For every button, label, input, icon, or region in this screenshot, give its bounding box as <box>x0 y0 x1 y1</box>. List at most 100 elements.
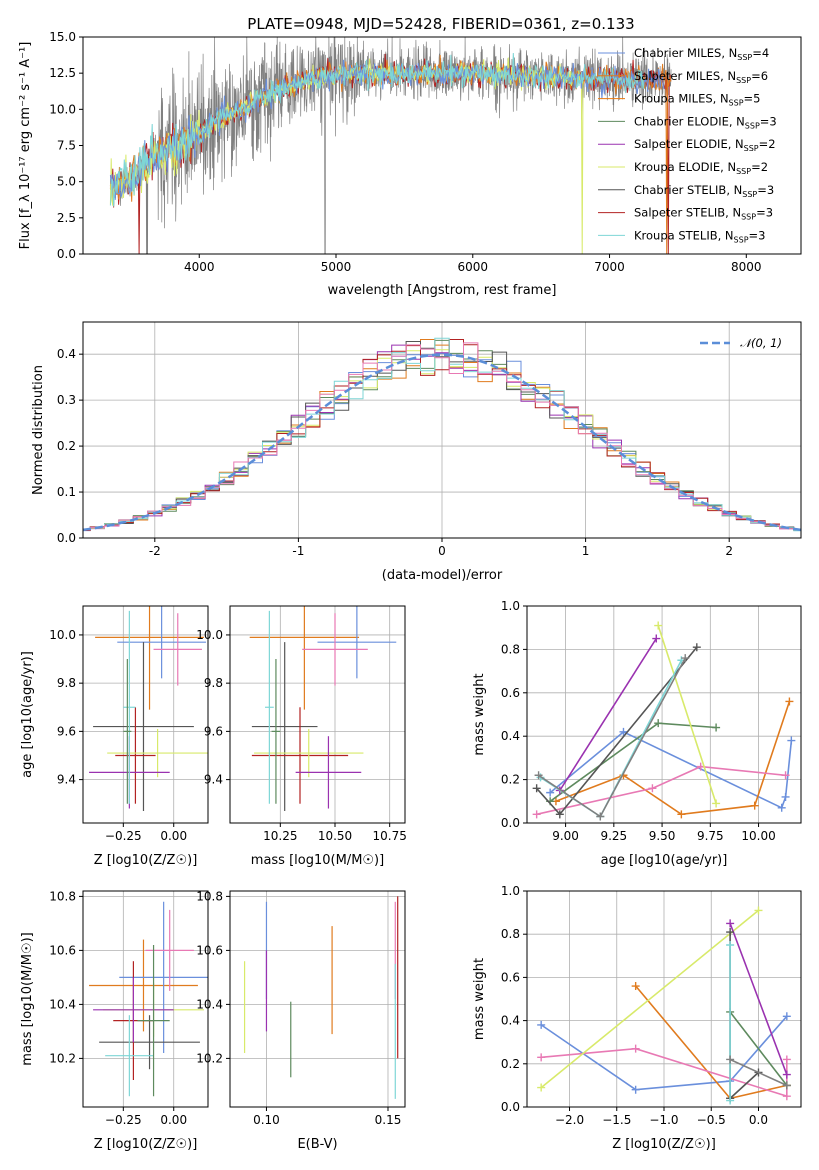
weight-vs-Z-plot-area <box>537 906 791 1105</box>
residuals-xlabel: (data-model)/error <box>382 568 503 583</box>
mass-vs-ebv-xtick-label-0: 0.10 <box>253 1113 280 1127</box>
weight-vs-Z-series-6 <box>729 932 760 1101</box>
weight-vs-age-frame <box>526 605 802 824</box>
residuals-ytick-label-1: 0.1 <box>57 485 76 499</box>
weight-vs-age-marker-3-1 <box>654 719 663 728</box>
weight-vs-Z-marker-7-1 <box>726 1096 735 1105</box>
residuals-ytick-label-3: 0.3 <box>57 393 76 407</box>
age-vs-mass-plot-area <box>249 606 397 811</box>
weight-vs-age-marker-8-0 <box>534 771 543 780</box>
weight-vs-Z-ytick-label-0: 0.0 <box>501 1100 520 1114</box>
age-vs-Z-point-1 <box>117 606 206 679</box>
mass-vs-ebv-xlabel: E(B-V) <box>297 1137 337 1152</box>
weight-vs-Z-series-5 <box>729 1011 788 1086</box>
age-vs-Z-ytick-label-2: 9.8 <box>57 676 76 690</box>
spectrum-ytick-label-5: 12.5 <box>49 66 76 80</box>
weight-vs-Z-ytick-label-5: 1.0 <box>501 884 520 898</box>
weight-vs-age-ytick-label-4: 0.8 <box>501 642 520 656</box>
age-vs-Z-point-8 <box>123 659 132 804</box>
spectrum-ytick-label-4: 10.0 <box>49 102 76 116</box>
weight-vs-age-marker-2-1 <box>648 784 657 793</box>
weight-vs-Z-marker-0-0 <box>537 1020 546 1029</box>
weight-vs-age-plot-area <box>532 621 796 821</box>
age-vs-mass-point-1 <box>317 606 397 679</box>
weight-vs-Z-marker-4-1 <box>782 1070 791 1079</box>
age-vs-Z-frame <box>82 605 209 824</box>
weight-vs-Z-xtick-label-4: 0.0 <box>749 1113 768 1127</box>
weight-vs-Z-xtick-label-1: −1.5 <box>602 1113 631 1127</box>
weight-vs-age-xtick-label-4: 10.00 <box>741 829 775 843</box>
residuals-xtick-label-3: 1 <box>582 544 590 558</box>
mass-vs-Z-xtick-label-0: −0.25 <box>105 1113 142 1127</box>
spectrum-legend-entry-2: Kroupa MILES, NSSP=5 <box>634 92 760 108</box>
mass-vs-ebv-ytick-label-1: 10.4 <box>196 997 223 1011</box>
weight-vs-age-series-4 <box>559 638 657 791</box>
age-vs-mass-xlabel: mass [log10(M/M☉)] <box>251 853 384 868</box>
residuals-xtick-label-1: -1 <box>292 544 304 558</box>
weight-vs-Z-marker-8-1 <box>782 1081 791 1090</box>
weight-vs-age-ytick-label-0: 0.0 <box>501 816 520 830</box>
age-vs-mass-panel: 10.25 10.50 10.75 9.4 9.6 9.8 10.0 mass [log10(… <box>196 605 407 868</box>
weight-vs-Z-ytick-label-4: 0.8 <box>501 927 520 941</box>
age-vs-mass-ytick-label-1: 9.6 <box>204 724 223 738</box>
spectrum-xtick-label-0: 4000 <box>184 260 215 274</box>
residuals-ytick-label-2: 0.2 <box>57 439 76 453</box>
residuals-xtick-label-4: 2 <box>725 544 733 558</box>
age-vs-mass-xtick-label-0: 10.25 <box>263 829 297 843</box>
age-vs-mass-point-2 <box>302 613 368 686</box>
weight-vs-age-marker-0-2 <box>777 803 786 812</box>
weight-vs-Z-marker-1-0 <box>631 982 640 991</box>
age-vs-mass-point-6 <box>295 736 362 809</box>
mass-vs-Z-ytick-label-1: 10.4 <box>49 997 76 1011</box>
age-vs-Z-xlabel: Z [log10(Z/Z☉)] <box>94 853 198 868</box>
weight-vs-Z-xtick-label-2: −1.0 <box>649 1113 678 1127</box>
age-vs-Z-panel: −0.25 0.00 9.4 9.6 9.8 10.0 Z [log10(Z/Z☉)] age… <box>20 605 209 868</box>
age-vs-Z-ytick-label-0: 9.4 <box>57 773 76 787</box>
weight-vs-age-marker-2-3 <box>781 771 790 780</box>
weight-vs-age-axes: 9.00 9.25 9.50 9.75 10.00 0.0 0.2 0.4 0.6 0.8 1.0 a… <box>472 599 802 868</box>
spectrum-xtick-label-2: 6000 <box>457 260 488 274</box>
weight-vs-age-series-3 <box>549 722 717 802</box>
weight-vs-age-marker-3-2 <box>712 723 721 732</box>
spectrum-plot-area <box>109 37 672 254</box>
weight-vs-Z-marker-4-0 <box>726 919 735 928</box>
weight-vs-Z-ytick-label-3: 0.6 <box>501 970 520 984</box>
age-vs-Z-point-7 <box>123 610 136 804</box>
weight-vs-age-marker-1-3 <box>750 801 759 810</box>
weight-vs-Z-series-8 <box>729 1058 788 1087</box>
age-vs-Z-xtick-label-1: 0.00 <box>160 829 187 843</box>
mass-vs-Z-point-8 <box>137 945 170 1097</box>
weight-vs-Z-ytick-label-1: 0.2 <box>501 1057 520 1071</box>
mass-vs-Z-ytick-label-3: 10.8 <box>49 889 76 903</box>
spectrum-legend-entry-0: Chabrier MILES, NSSP=4 <box>634 46 769 62</box>
weight-vs-Z-marker-3-0 <box>537 1083 546 1092</box>
age-vs-mass-point-8 <box>271 659 281 804</box>
weight-vs-age-marker-0-3 <box>781 792 790 801</box>
weight-vs-age-marker-1-4 <box>785 697 794 706</box>
residuals-ylabel: Normed distribution <box>31 365 46 495</box>
weight-vs-age-marker-0-1 <box>619 727 628 736</box>
weight-vs-age-marker-4-1 <box>652 634 661 643</box>
age-vs-mass-frame <box>229 605 406 824</box>
mass-vs-ebv-ytick-label-0: 10.2 <box>196 1051 223 1065</box>
weight-vs-age-marker-2-0 <box>532 810 541 819</box>
weight-vs-Z-xtick-label-3: −0.5 <box>697 1113 726 1127</box>
spectrum-legend-entry-1: Salpeter MILES, NSSP=6 <box>634 69 768 85</box>
weight-vs-age-marker-1-2 <box>677 810 686 819</box>
normal-curve <box>83 353 801 532</box>
age-vs-Z-point-4 <box>115 707 156 804</box>
weight-vs-Z-marker-2-1 <box>631 1044 640 1053</box>
spectrum-legend-entry-7: Salpeter STELIB, NSSP=3 <box>634 206 773 222</box>
weight-vs-Z-marker-2-3 <box>782 1055 791 1064</box>
mass-vs-Z-point-2 <box>145 909 194 991</box>
spectrum-xlabel: wavelength [Angstrom, rest frame] <box>328 283 557 298</box>
weight-vs-Z-xtick-label-0: −2.0 <box>555 1113 584 1127</box>
mass-vs-Z-frame <box>82 890 209 1108</box>
spectrum-ylabel: Flux [f_λ 10⁻¹⁷ erg cm⁻² s⁻¹ A⁻¹] <box>18 42 33 250</box>
age-vs-mass-xtick-label-1: 10.50 <box>318 829 352 843</box>
residuals-ytick-label-4: 0.4 <box>57 347 76 361</box>
mass-vs-Z-point-6 <box>93 977 174 1043</box>
weight-vs-Z-marker-7-0 <box>726 941 735 949</box>
weight-vs-Z-marker-8-0 <box>726 1055 735 1064</box>
